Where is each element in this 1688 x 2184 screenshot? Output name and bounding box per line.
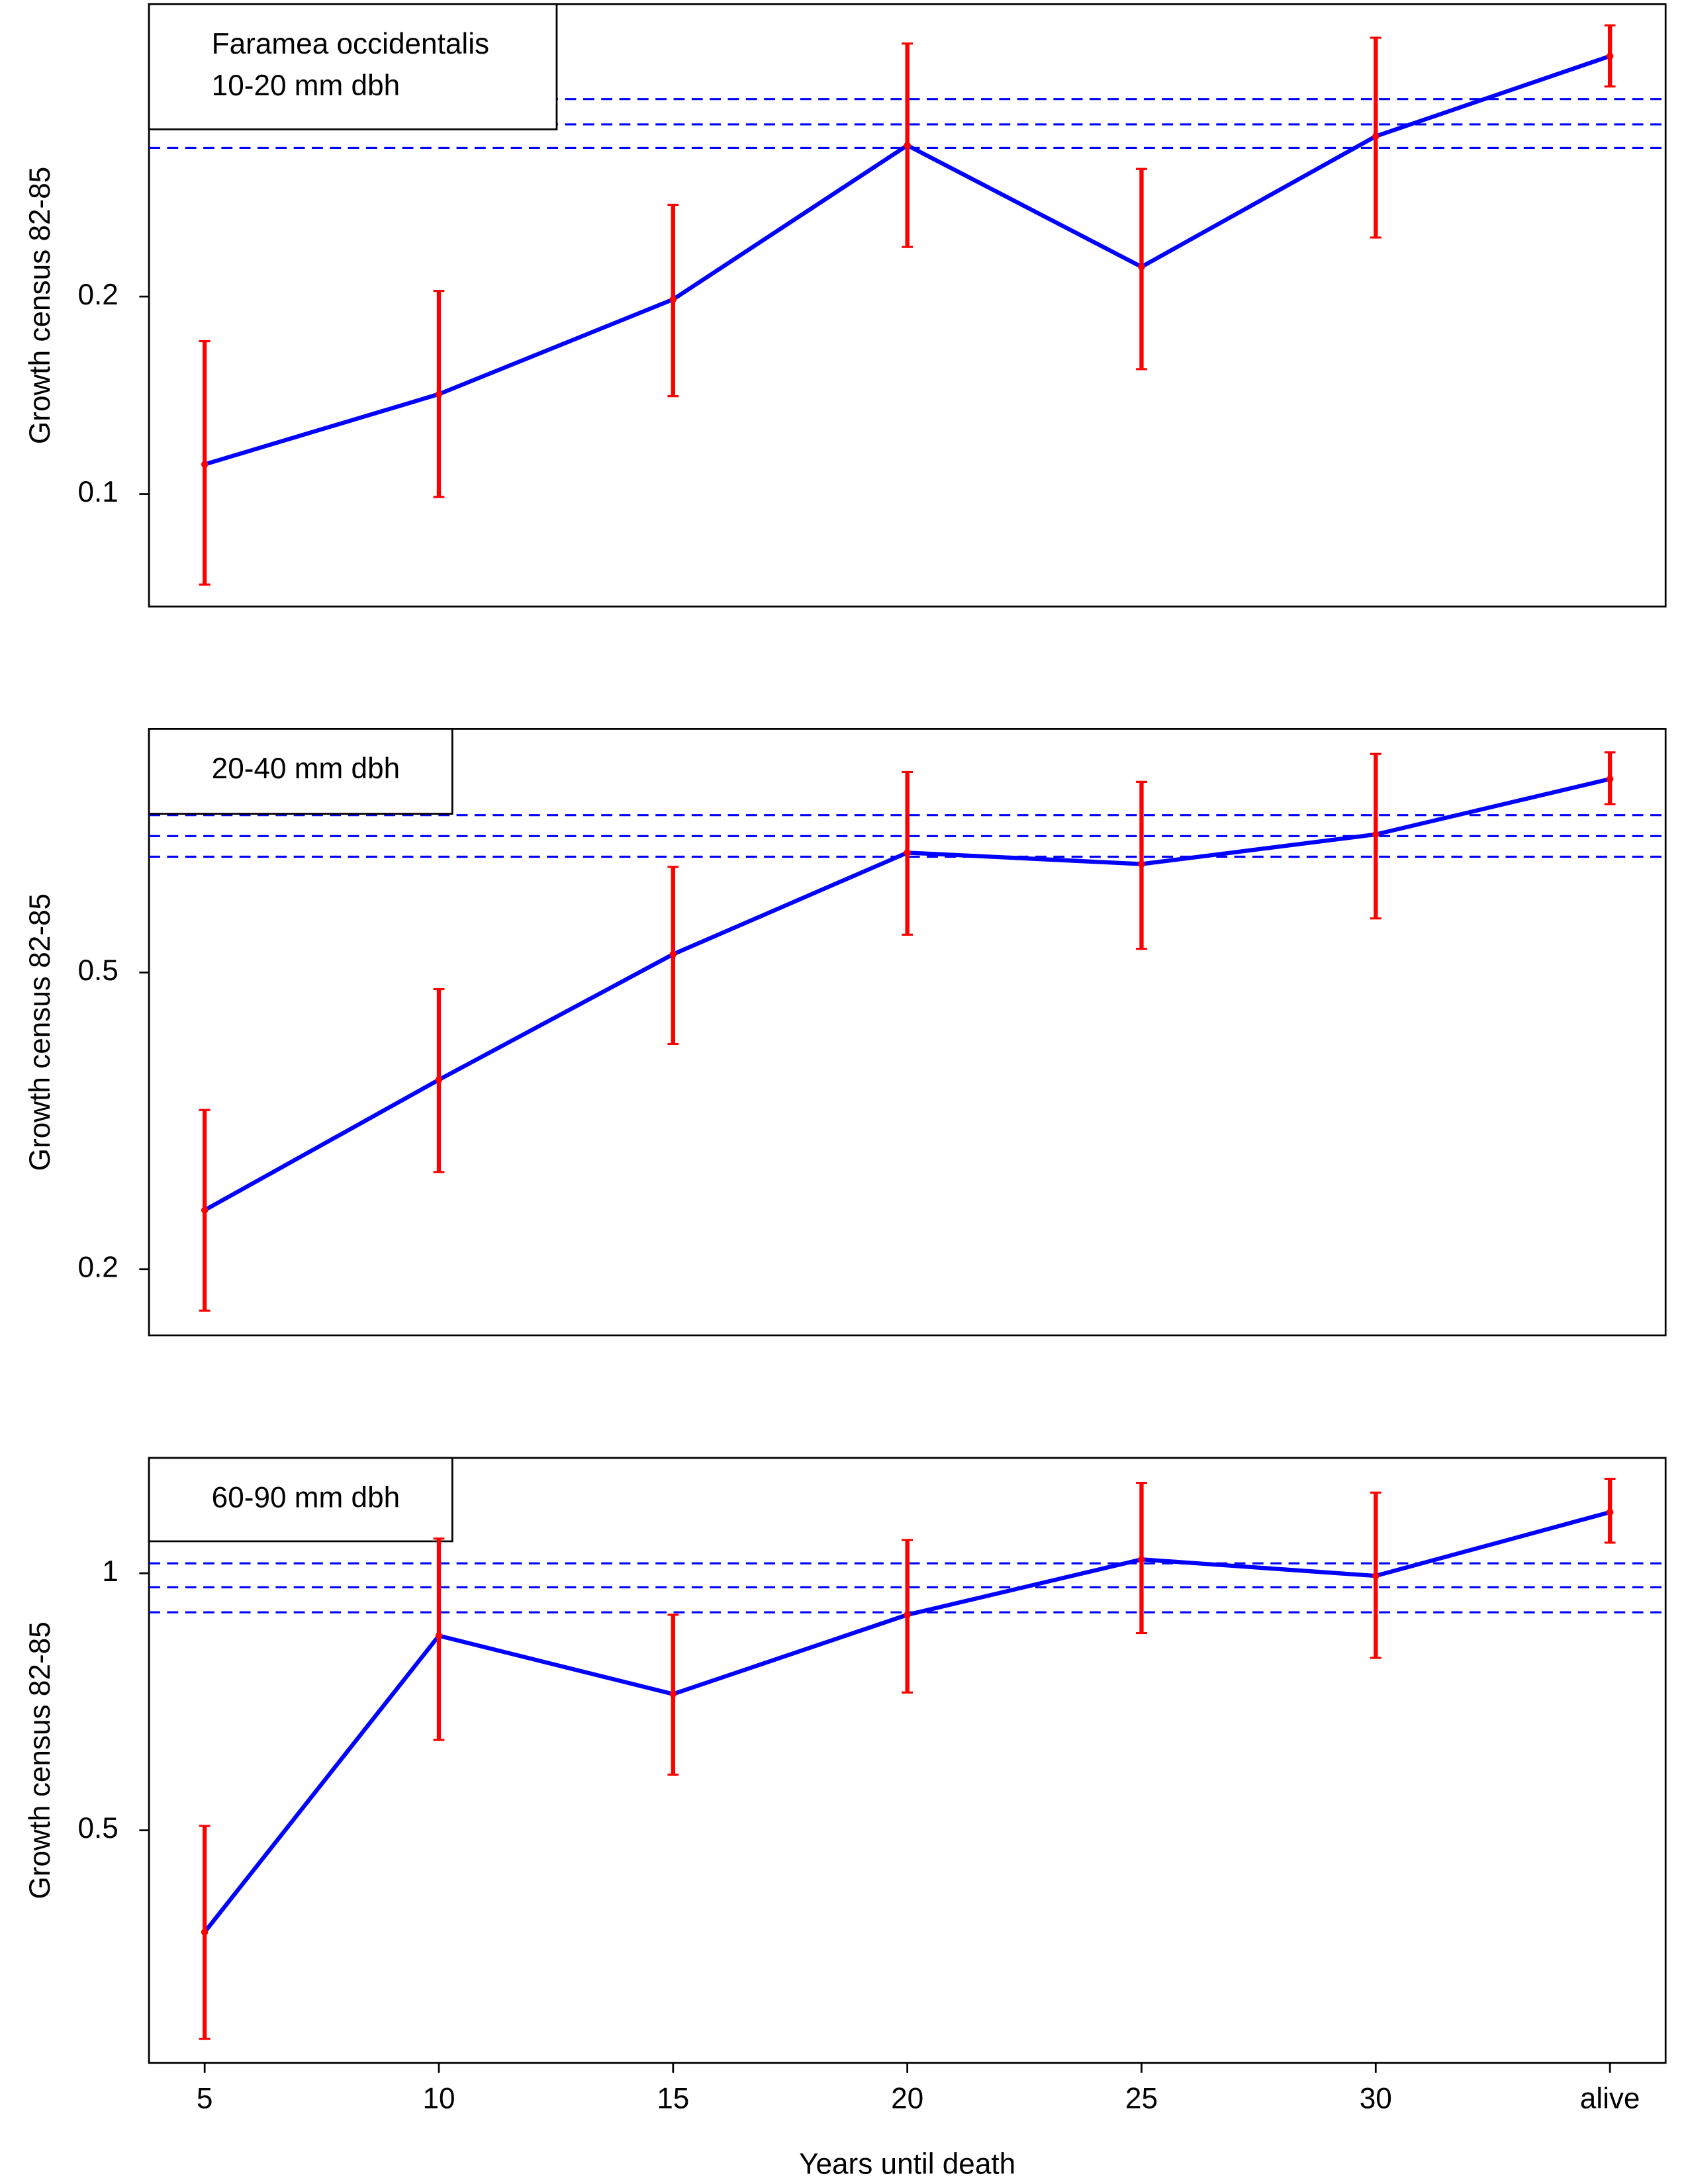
- legend: 20-40 mm dbh: [148, 728, 453, 815]
- panel-title: 20-40 mm dbh: [212, 752, 400, 785]
- data-point: [1372, 831, 1380, 839]
- data-point: [1606, 1508, 1614, 1516]
- legend-box: [148, 1457, 453, 1543]
- x-tick-label: 10: [422, 2083, 455, 2115]
- x-tick-label: 30: [1360, 2083, 1392, 2115]
- panel-title: 60-90 mm dbh: [212, 1482, 400, 1514]
- legend: Faramea occidentalis 10-20 mm dbh: [148, 3, 558, 130]
- data-point: [1138, 263, 1145, 271]
- data-point: [669, 950, 677, 958]
- y-tick-label: 0.5: [78, 1812, 118, 1844]
- y-axis-label: Growth census 82-85: [24, 167, 56, 444]
- data-point: [669, 1690, 677, 1698]
- y-axis-label: Growth census 82-85: [24, 893, 56, 1171]
- legend-box: [148, 728, 453, 815]
- y-tick-label: 0.5: [78, 954, 118, 987]
- data-point: [1372, 132, 1380, 140]
- y-tick-label: 0.2: [78, 1251, 118, 1283]
- data-point: [435, 1076, 443, 1083]
- data-point: [1138, 1556, 1145, 1563]
- x-tick-label: 25: [1125, 2083, 1158, 2115]
- data-point: [1372, 1572, 1380, 1580]
- panel-title: Faramea occidentalis: [212, 28, 489, 60]
- legend-box: [148, 3, 558, 130]
- y-tick-label: 0.1: [78, 476, 118, 508]
- data-point: [201, 461, 209, 468]
- error-bar: [433, 1537, 445, 1741]
- legend: 60-90 mm dbh: [148, 1457, 453, 1543]
- data-point: [1606, 775, 1614, 783]
- data-point: [669, 296, 677, 303]
- data-point: [201, 1929, 209, 1936]
- data-point: [201, 1206, 209, 1214]
- panel-title: 10-20 mm dbh: [212, 69, 400, 102]
- x-tick-label: 5: [197, 2083, 213, 2115]
- x-tick-label: 20: [891, 2083, 923, 2115]
- data-point: [904, 142, 911, 149]
- data-point: [904, 1611, 911, 1619]
- data-point: [904, 849, 911, 856]
- y-tick-label: 0.2: [78, 279, 118, 311]
- x-axis-label: Years until death: [799, 2148, 1015, 2180]
- y-tick-label: 1: [102, 1555, 118, 1588]
- data-point: [435, 1632, 443, 1639]
- data-point: [1138, 860, 1145, 868]
- data-point: [435, 390, 443, 398]
- y-axis-label: Growth census 82-85: [24, 1621, 56, 1899]
- data-point: [1606, 52, 1614, 60]
- x-tick-label: alive: [1580, 2083, 1640, 2115]
- x-tick-label: 15: [657, 2083, 689, 2115]
- plot-frame: [148, 3, 1667, 608]
- plot-frame: [148, 728, 1667, 1337]
